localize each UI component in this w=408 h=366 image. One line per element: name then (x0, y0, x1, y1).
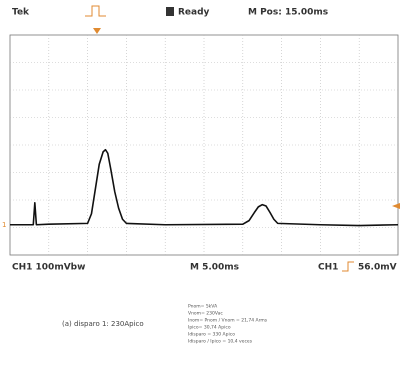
timebase: M 5.00ms (190, 263, 239, 273)
scope-screenshot: Tek Ready M Pos: 15.00ms 1 CH1 100mVbw M… (0, 0, 408, 366)
status-icon (166, 7, 174, 16)
acquisition-icon (85, 6, 106, 16)
caption-note: Inom= Pnom / Vnom = 21,74 Arms (188, 318, 268, 324)
position: M Pos: 15.00ms (248, 8, 328, 18)
brand: Tek (12, 8, 30, 18)
caption-note: Ipico= 30,74 Apico (188, 325, 231, 331)
caption-note: Idisparo / Ipico = 10,4 veces (188, 339, 253, 345)
channel-scale: CH1 100mVbw (12, 263, 85, 273)
caption-note: Vnom= 230Vac (188, 311, 223, 317)
status: Ready (178, 8, 210, 18)
trigger-edge-icon (342, 262, 354, 271)
caption-label: (a) disparo 1: 230Apico (62, 320, 144, 328)
ground-marker: 1 (2, 221, 6, 229)
trigger-level: 56.0mV (358, 263, 397, 273)
page: Tek Ready M Pos: 15.00ms 1 CH1 100mVbw M… (0, 0, 408, 366)
caption-note: Pnom= 5kVA (188, 304, 218, 310)
trigger-position-marker (93, 28, 101, 34)
caption-note: Idisparo = 330 Apico (188, 332, 235, 338)
trigger-source: CH1 (318, 263, 338, 273)
